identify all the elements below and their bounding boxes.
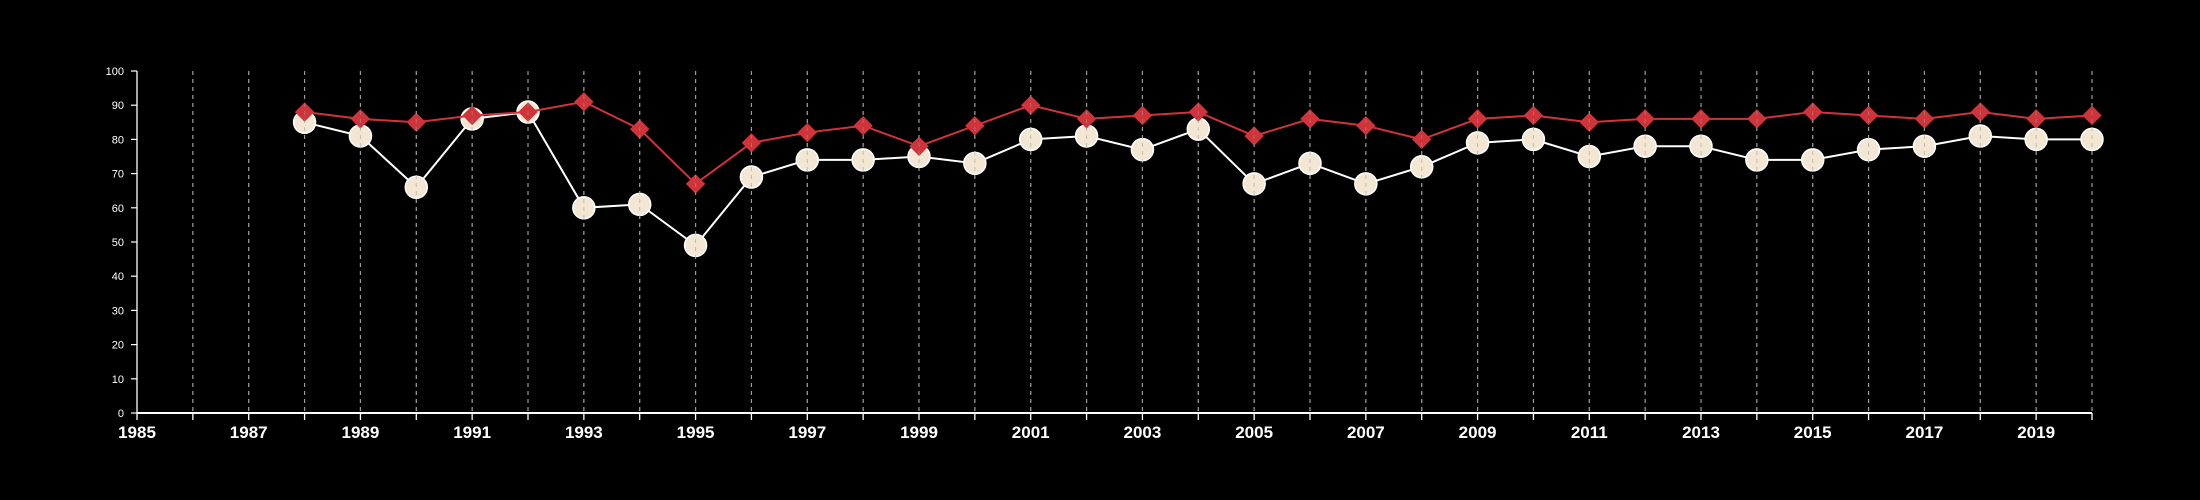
- y-tick-label: 80: [112, 134, 124, 146]
- circle-point: [2080, 127, 2104, 152]
- x-tick-label: 2001: [1012, 423, 1050, 442]
- circle-point: [963, 151, 987, 176]
- x-tick-label: 1999: [900, 423, 938, 442]
- x-tick-label: 1995: [677, 423, 715, 442]
- diamond-point: [1523, 105, 1544, 126]
- y-tick-label: 0: [118, 408, 124, 420]
- circle-point: [1298, 151, 1322, 176]
- circle-point: [1856, 137, 1881, 162]
- y-tick-label: 40: [112, 271, 124, 283]
- y-tick-label: 30: [112, 305, 124, 317]
- x-tick-label: 1991: [453, 423, 491, 442]
- x-tick-label: 2007: [1347, 423, 1385, 442]
- circle-point: [1521, 127, 1546, 152]
- x-tick-label: 1989: [342, 423, 380, 442]
- y-tick-label: 60: [112, 203, 124, 215]
- diamond-point: [2082, 105, 2102, 126]
- x-tick-label: 1993: [565, 423, 603, 442]
- diamond-point: [797, 122, 817, 143]
- x-tick-label: 2019: [2017, 423, 2055, 442]
- circle-point: [1577, 144, 1602, 169]
- x-tick-label: 2003: [1124, 423, 1162, 442]
- series-group: [192, 71, 2104, 413]
- circle-point: [683, 233, 708, 258]
- axes: 0 10 20 30 40 50 60 70 80 90 100 1985 1987 1989 1991 19…: [106, 66, 2093, 442]
- diamond-point: [1356, 116, 1376, 136]
- y-tick-label: 50: [112, 237, 124, 249]
- y-tick-label: 100: [106, 66, 124, 78]
- diamond-point: [1412, 129, 1432, 150]
- y-tick-label: 70: [112, 169, 124, 181]
- y-tick-label: 20: [112, 340, 124, 352]
- x-tick-label: 1987: [230, 423, 268, 442]
- diamond-point: [462, 105, 482, 126]
- diamond-point: [965, 116, 985, 136]
- x-tick-label: 2005: [1235, 423, 1273, 442]
- x-tick-label: 2013: [1682, 423, 1720, 442]
- x-tick-label: 2011: [1571, 423, 1608, 442]
- y-tick-label: 10: [112, 374, 124, 386]
- circle-point: [1130, 137, 1155, 162]
- diamond-point: [574, 92, 594, 112]
- x-tick-label: 2017: [1906, 423, 1944, 442]
- x-tick-label: 1997: [788, 423, 826, 442]
- diamond-point: [853, 116, 873, 136]
- diamond-point: [1858, 105, 1879, 126]
- x-tick-label: 2009: [1459, 423, 1497, 442]
- circle-point: [2024, 127, 2048, 152]
- circle-point: [627, 192, 652, 217]
- diamond-point: [1132, 105, 1153, 126]
- x-tick-label: 2015: [1794, 423, 1832, 442]
- x-tick-label: 1985: [118, 423, 156, 442]
- circle-point: [1018, 127, 1043, 152]
- y-tick-label: 90: [112, 100, 124, 112]
